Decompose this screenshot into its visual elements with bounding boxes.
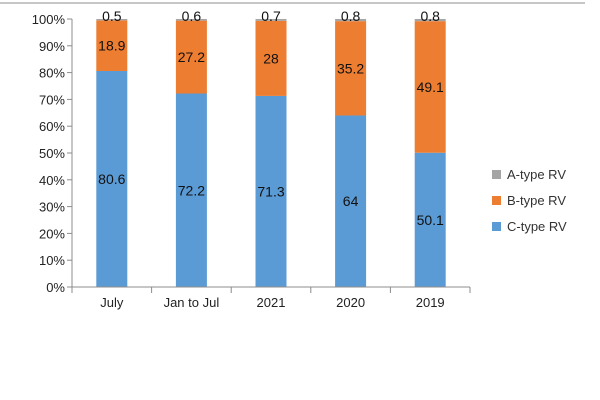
- x-category-label: Jan to Jul: [164, 295, 220, 310]
- data-label: 0.6: [182, 8, 202, 24]
- bar-segment: [96, 19, 128, 21]
- y-tick-label: 60%: [39, 119, 65, 134]
- bars: 80.6 18.9 0.5 72.2 27.2 0.6 71.3 28 0.7 64 35.2 0.8…: [96, 8, 446, 287]
- bar-segment: [255, 19, 287, 21]
- bar-segment: [335, 21, 367, 116]
- data-label: 0.8: [341, 8, 361, 24]
- legend-swatch: [492, 170, 501, 179]
- bar-segment: [414, 152, 446, 287]
- bar-segment: [175, 93, 207, 287]
- x-category-label: July: [100, 295, 124, 310]
- legend-label: A-type RV: [507, 167, 566, 182]
- y-tick-label: 0%: [46, 280, 65, 295]
- legend-swatch: [492, 222, 501, 231]
- x-category-label: 2019: [416, 295, 445, 310]
- data-label: 28: [263, 50, 279, 66]
- data-label: 49.1: [417, 79, 444, 95]
- y-tick-label: 80%: [39, 66, 65, 81]
- y-tick-label: 70%: [39, 92, 65, 107]
- y-axis: 0% 10% 20% 30% 40% 50% 60% 70% 80% 90% 100%: [0, 2, 585, 295]
- data-label: 71.3: [257, 183, 284, 199]
- x-axis: July Jan to Jul 2021 2020 2019: [71, 286, 471, 310]
- y-tick-label: 20%: [39, 226, 65, 241]
- data-label: 0.7: [261, 8, 281, 24]
- legend-label: C-type RV: [507, 219, 567, 234]
- data-label: 80.6: [98, 171, 125, 187]
- y-tick-label: 90%: [39, 39, 65, 54]
- legend: A-type RV B-type RV C-type RV: [492, 167, 567, 234]
- data-label: 18.9: [98, 38, 125, 54]
- bar-segment: [255, 95, 287, 287]
- data-label: 0.8: [420, 8, 440, 24]
- data-label: 0.5: [102, 8, 122, 24]
- legend-label: B-type RV: [507, 193, 566, 208]
- data-label: 50.1: [417, 212, 444, 228]
- bar-segment: [175, 19, 207, 21]
- legend-swatch: [492, 196, 501, 205]
- data-label: 27.2: [178, 49, 205, 65]
- bar-segment: [175, 20, 207, 94]
- y-tick-label: 40%: [39, 173, 65, 188]
- x-category-label: 2021: [257, 295, 286, 310]
- y-tick-label: 100%: [32, 12, 66, 27]
- data-label: 64: [343, 193, 359, 209]
- data-label: 35.2: [337, 60, 364, 76]
- x-category-label: 2020: [336, 295, 365, 310]
- data-label: 72.2: [178, 182, 205, 198]
- bar-segment: [255, 20, 287, 96]
- bar-segment: [414, 21, 446, 153]
- bar-segment: [335, 115, 367, 287]
- y-tick-label: 30%: [39, 200, 65, 215]
- y-tick-label: 50%: [39, 146, 65, 161]
- bar-segment: [414, 19, 446, 22]
- bar-segment: [96, 70, 128, 287]
- y-tick-label: 10%: [39, 253, 65, 268]
- bar-segment: [96, 20, 128, 71]
- bar-segment: [335, 19, 367, 22]
